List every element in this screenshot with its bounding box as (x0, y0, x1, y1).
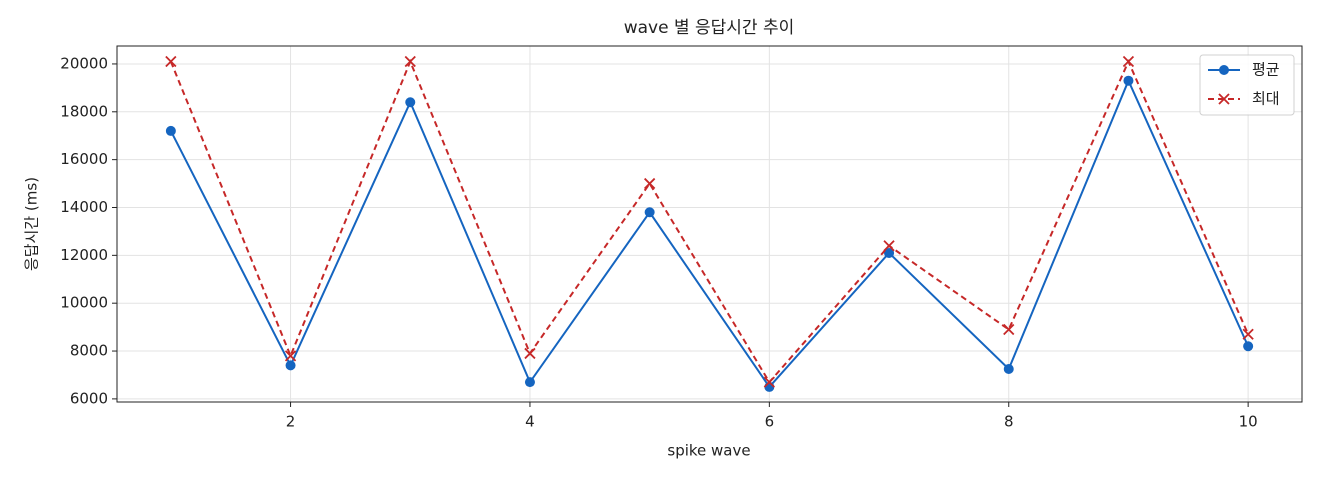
series-line (169, 78, 1250, 389)
y-tick-label: 20000 (60, 54, 108, 72)
chart-title: wave 별 응답시간 추이 (624, 18, 795, 38)
point (1123, 75, 1134, 86)
point (883, 240, 895, 252)
y-axis-label: 응답시간 (ms) (23, 177, 41, 271)
point (763, 376, 775, 388)
y-tick-label: 16000 (60, 150, 108, 168)
point (404, 55, 416, 68)
legend-marker (1219, 65, 1229, 75)
point (524, 377, 535, 388)
point (285, 360, 296, 371)
x-axis-label: spike wave (667, 442, 750, 460)
point (165, 125, 176, 136)
x-tick-label: 8 (1004, 413, 1014, 431)
series-line (169, 58, 1250, 384)
legend-label: 평균 (1252, 61, 1280, 79)
legend-box (1199, 54, 1295, 116)
y-tick-label: 12000 (60, 246, 108, 264)
point (524, 347, 536, 360)
point (1243, 341, 1254, 352)
y-tick-label: 10000 (60, 294, 108, 312)
point (405, 97, 416, 108)
point (644, 207, 655, 218)
y-tick-label: 14000 (60, 198, 108, 216)
y-tick-label: 18000 (60, 102, 108, 120)
point (1242, 328, 1254, 340)
x-tick-label: 6 (765, 413, 775, 431)
y-tick-label: 6000 (70, 389, 108, 407)
point (884, 247, 895, 258)
y-tick-label: 8000 (70, 342, 108, 360)
x-tick-label: 2 (286, 413, 296, 431)
x-tick-label: 4 (525, 413, 535, 431)
legend-marker (1218, 93, 1230, 105)
point (1122, 55, 1135, 68)
legend-label: 최대 (1252, 90, 1280, 108)
plot-frame (116, 45, 1303, 403)
point (165, 55, 177, 68)
point (644, 177, 656, 190)
point (284, 350, 297, 362)
x-tick-label: 10 (1239, 413, 1258, 431)
point (1003, 323, 1015, 336)
point (1003, 363, 1014, 374)
